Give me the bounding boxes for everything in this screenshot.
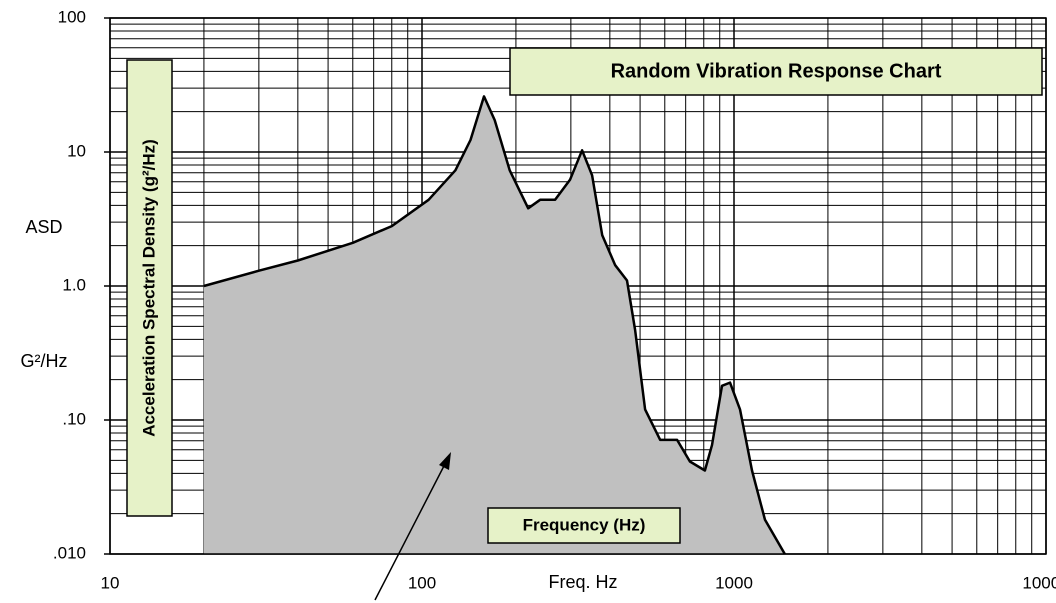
y-axis-label: ASD <box>25 217 62 237</box>
y-box-label: Acceleration Spectral Density (g²/Hz) <box>139 139 158 437</box>
x-tick-label: 10000 <box>1022 573 1056 592</box>
labels: 10 100 1000 10000 100 10 1.0 .10 .010 <box>53 7 1056 592</box>
chart-title: Random Vibration Response Chart <box>611 60 942 82</box>
marks <box>203 95 786 555</box>
area-line <box>203 95 786 555</box>
x-tick-label: 1000 <box>715 573 753 592</box>
arrow-head <box>439 452 451 470</box>
x-tick-label: 100 <box>408 573 436 592</box>
y-axis-label: G²/Hz <box>21 351 68 371</box>
arrow-line <box>374 461 447 601</box>
x-box <box>487 507 681 544</box>
y-tick-label: .10 <box>62 409 86 428</box>
y-tick-label: 10 <box>67 141 86 160</box>
x-axis-label: Freq. Hz <box>548 572 617 592</box>
y-tick-label: .010 <box>53 543 86 562</box>
y-tick-label: 100 <box>58 7 86 26</box>
x-tick-label: 10 <box>101 573 120 592</box>
y-tick-label: 1.0 <box>62 275 86 294</box>
title-box <box>509 47 1043 96</box>
area-fill <box>203 96 785 555</box>
y-box <box>126 59 173 517</box>
x-box-label: Frequency (Hz) <box>523 515 646 534</box>
